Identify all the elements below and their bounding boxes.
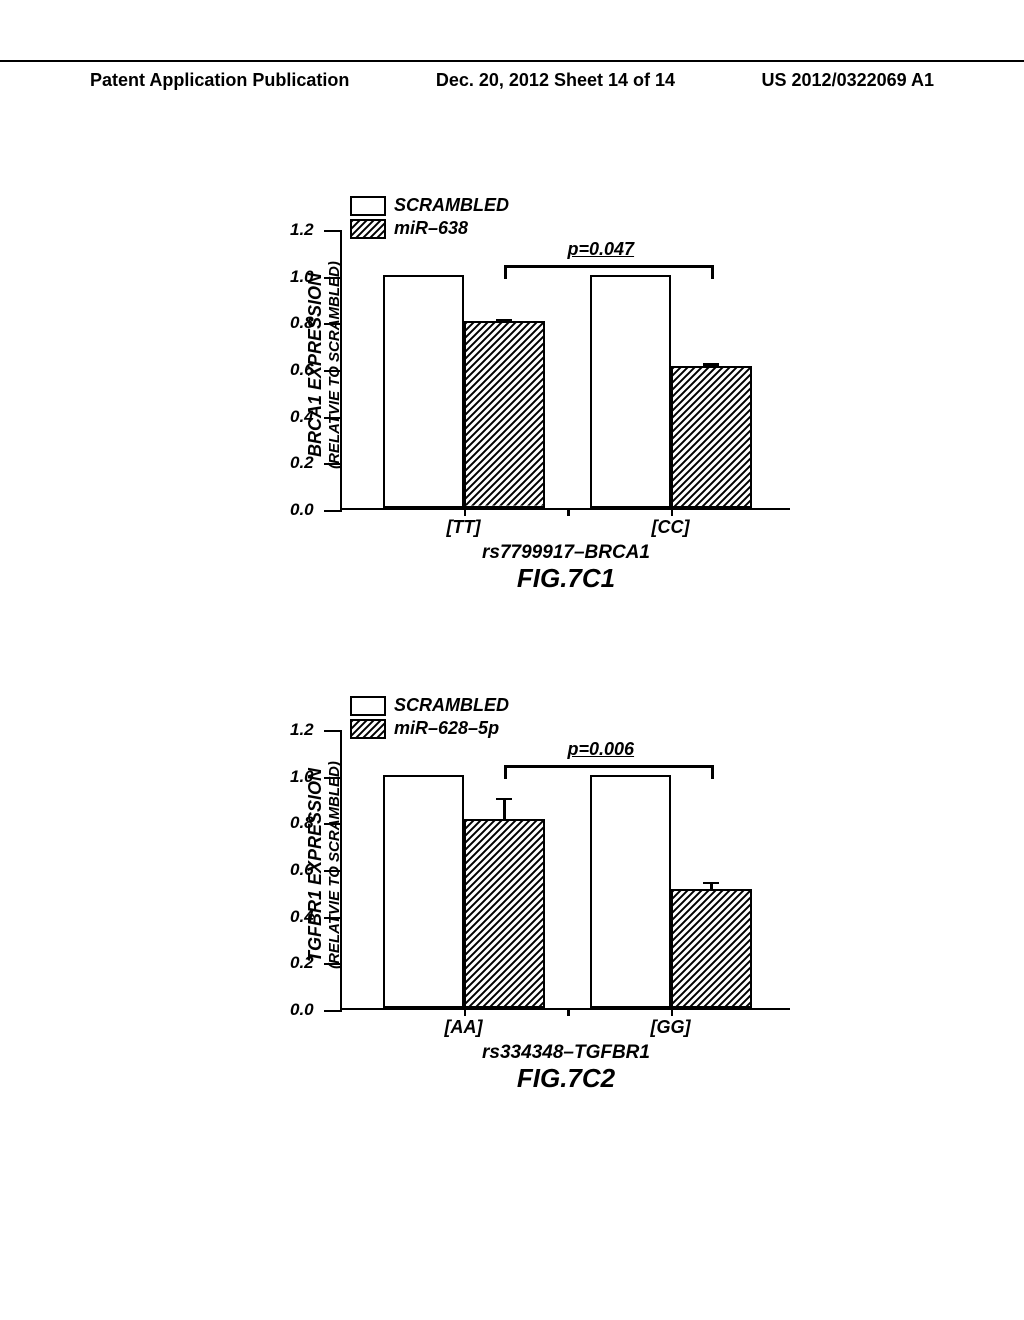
ytick (324, 277, 342, 279)
xtick-label: [TT] (447, 517, 481, 538)
header-left: Patent Application Publication (0, 70, 349, 91)
ytick (324, 917, 342, 919)
ytick (324, 870, 342, 872)
xtick-center (567, 508, 570, 516)
legend-label-scrambled-2: SCRAMBLED (394, 695, 509, 716)
ytick-label: 1.0 (290, 767, 314, 787)
ytick-label: 0.0 (290, 1000, 314, 1020)
bar-mir (464, 321, 545, 508)
pval-bracket-drop (504, 265, 507, 279)
bar-scrambled (590, 275, 671, 508)
ytick-label: 1.2 (290, 220, 314, 240)
ytick (324, 963, 342, 965)
pval-label: p=0.006 (568, 739, 635, 760)
ytick (324, 323, 342, 325)
ytick (324, 230, 342, 232)
page-header: Patent Application Publication Dec. 20, … (0, 60, 1024, 91)
xtick (671, 508, 674, 516)
figure-label: FIG.7C2 (517, 1063, 615, 1094)
bar-scrambled (590, 775, 671, 1008)
ytick-label: 0.2 (290, 953, 314, 973)
header-right: US 2012/0322069 A1 (762, 70, 1024, 91)
ytick (324, 823, 342, 825)
bar-mir (671, 889, 752, 1008)
ytick-label: 0.2 (290, 453, 314, 473)
error-cap (496, 798, 512, 801)
ytick-label: 0.6 (290, 360, 314, 380)
pval-label: p=0.047 (568, 239, 635, 260)
xtick-label: [GG] (651, 1017, 691, 1038)
legend-swatch-scrambled-2 (350, 696, 386, 716)
chart2-plot: 0.00.20.40.60.81.01.2[AA][GG]p=0.006rs33… (340, 730, 790, 1010)
chart1-plot: 0.00.20.40.60.81.01.2[TT][CC]p=0.047rs77… (340, 230, 790, 510)
bar-mir (671, 366, 752, 508)
ytick (324, 417, 342, 419)
pval-bracket-drop (504, 765, 507, 779)
chart-fig7c1: SCRAMBLED miR–638 BRCA1 EXPRESSION (RELA… (210, 220, 830, 560)
bar-scrambled (383, 275, 464, 508)
ytick-label: 1.0 (290, 267, 314, 287)
legend-swatch-scrambled (350, 196, 386, 216)
ytick-label: 0.6 (290, 860, 314, 880)
xtick-label: [AA] (445, 1017, 483, 1038)
header-center: Dec. 20, 2012 Sheet 14 of 14 (436, 70, 675, 91)
ytick (324, 510, 342, 512)
legend-label-scrambled: SCRAMBLED (394, 195, 509, 216)
chart1-area: BRCA1 EXPRESSION (RELATVIE TO SCRAMBLED)… (270, 220, 830, 560)
xtick-label: [CC] (652, 517, 690, 538)
ytick-label: 0.8 (290, 313, 314, 333)
ytick-label: 0.0 (290, 500, 314, 520)
legend-row-scrambled-2: SCRAMBLED (350, 695, 509, 716)
xaxis-label: rs334348–TGFBR1 (482, 1042, 650, 1064)
ytick (324, 730, 342, 732)
pval-bracket-drop (711, 265, 714, 279)
xaxis-label: rs7799917–BRCA1 (482, 542, 650, 564)
error-bar (503, 798, 506, 821)
ytick (324, 370, 342, 372)
ytick-label: 1.2 (290, 720, 314, 740)
xtick-center (567, 1008, 570, 1016)
error-cap (703, 882, 719, 885)
ytick (324, 463, 342, 465)
chart-fig7c2: SCRAMBLED miR–628–5p TGFBR1 EXPRESSION (… (210, 720, 830, 1060)
chart2-area: TGFBR1 EXPRESSION (RELATVIE TO SCRAMBLED… (270, 720, 830, 1060)
xtick (464, 508, 467, 516)
legend-row-scrambled: SCRAMBLED (350, 195, 509, 216)
ytick-label: 0.8 (290, 813, 314, 833)
pval-bracket (504, 765, 714, 768)
xtick (464, 1008, 467, 1016)
ytick (324, 777, 342, 779)
ytick (324, 1010, 342, 1012)
ytick-label: 0.4 (290, 407, 314, 427)
error-cap (496, 319, 512, 322)
ytick-label: 0.4 (290, 907, 314, 927)
bar-mir (464, 819, 545, 1008)
figure-label: FIG.7C1 (517, 563, 615, 594)
bar-scrambled (383, 775, 464, 1008)
pval-bracket (504, 265, 714, 268)
pval-bracket-drop (711, 765, 714, 779)
error-cap (703, 363, 719, 366)
xtick (671, 1008, 674, 1016)
